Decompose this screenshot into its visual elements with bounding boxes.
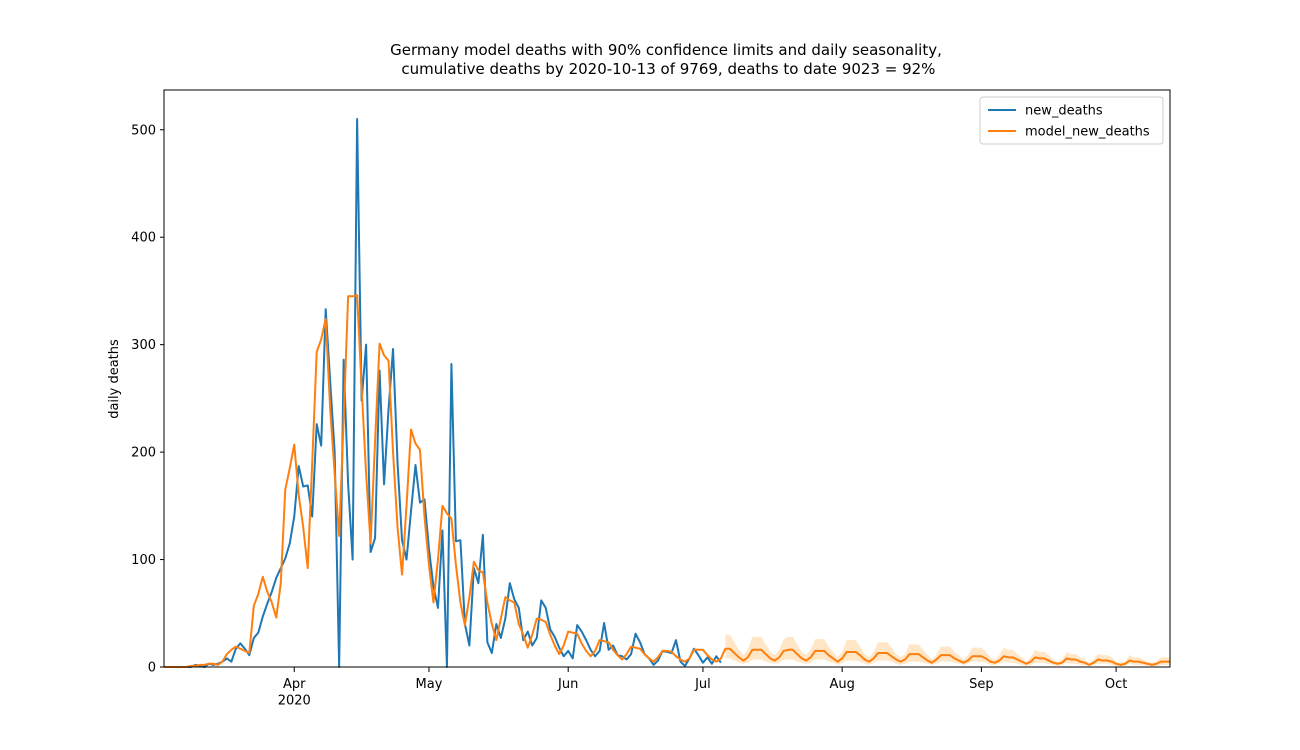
x-tick-label: May [416,677,443,692]
plot-frame [163,89,1171,668]
y-axis-label: daily deaths [107,339,122,419]
confidence-band [725,634,1170,666]
y-tick-label: 400 [131,231,156,246]
x-tick-label: Aug [829,677,854,692]
legend-label: model_new_deaths [1025,125,1150,140]
legend-label: new_deaths [1025,104,1103,119]
y-tick-label: 300 [131,338,156,353]
x-tick-label: Jun [557,677,578,692]
data-line [164,294,1170,668]
x-tick-label: Apr 2020 [278,677,311,708]
y-tick-label: 0 [148,661,156,676]
legend-box [979,96,1164,145]
data-line [164,118,722,668]
chart-title: Germany model deaths with 90% confidence… [390,41,942,78]
x-tick-label: Oct [1105,677,1127,692]
y-tick-label: 200 [131,446,156,461]
y-tick-label: 100 [131,553,156,568]
x-tick-label: Jul [694,677,711,692]
y-tick-label: 500 [131,123,156,138]
x-tick-label: Sep [969,677,994,692]
